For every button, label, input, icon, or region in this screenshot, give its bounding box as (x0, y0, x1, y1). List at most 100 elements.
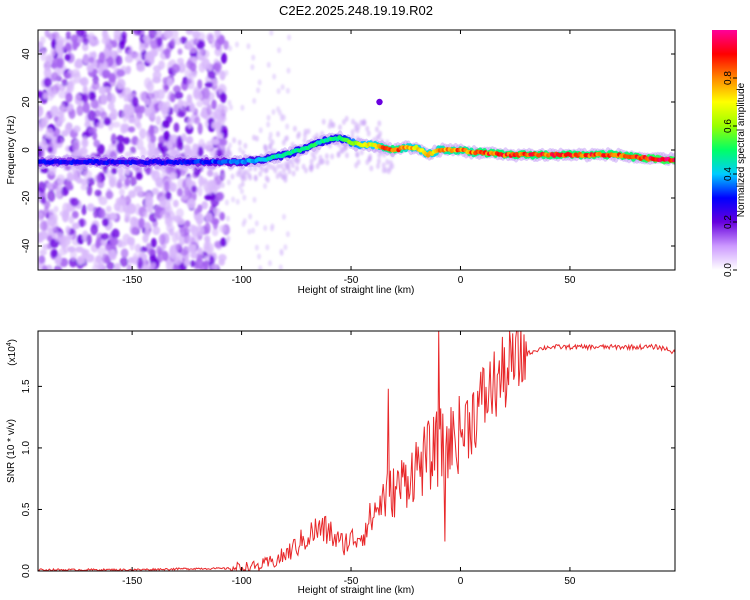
noise-speckle (155, 30, 162, 38)
noise-speckle (50, 249, 58, 258)
noise-speckle (286, 164, 291, 171)
noise-speckle (109, 212, 116, 221)
noise-speckle (129, 176, 137, 187)
noise-speckle (292, 125, 297, 132)
noise-speckle (84, 249, 90, 257)
noise-speckle (52, 57, 61, 68)
noise-speckle (226, 146, 231, 153)
noise-speckle (148, 107, 156, 119)
noise-speckle (131, 226, 139, 235)
noise-speckle (48, 225, 57, 233)
noise-speckle (197, 31, 206, 42)
noise-speckle (90, 223, 99, 236)
snr-multiplier-label: (x104) (6, 339, 18, 366)
noise-speckle (88, 91, 96, 101)
noise-speckle (252, 97, 257, 104)
noise-speckle (163, 30, 173, 39)
noise-speckle (263, 143, 268, 150)
noise-speckle (47, 190, 56, 203)
noise-speckle (210, 217, 220, 225)
noise-speckle (50, 90, 57, 98)
noise-speckle (59, 103, 66, 112)
noise-speckle (176, 187, 183, 197)
noise-speckle (43, 77, 52, 88)
x-tick-label: 50 (564, 576, 576, 587)
noise-speckle (353, 125, 358, 132)
noise-speckle (211, 121, 219, 129)
noise-speckle (285, 231, 290, 238)
noise-speckle (219, 70, 226, 81)
noise-speckle (197, 146, 204, 157)
noise-speckle (168, 246, 177, 258)
noise-speckle (95, 174, 102, 183)
noise-speckle (183, 227, 190, 236)
noise-speckle (269, 30, 274, 36)
noise-speckle (92, 131, 98, 141)
noise-speckle (381, 162, 386, 169)
noise-speckle (276, 106, 281, 113)
noise-speckle (76, 105, 84, 116)
noise-speckle (106, 262, 115, 270)
noise-speckle (65, 92, 73, 103)
noise-speckle (82, 101, 90, 114)
noise-speckle (266, 121, 271, 128)
noise-speckle (197, 185, 203, 197)
noise-speckle (62, 209, 70, 219)
noise-speckle (176, 137, 183, 145)
noise-speckle (191, 185, 197, 193)
noise-speckle (254, 220, 259, 227)
noise-speckle (55, 42, 63, 54)
noise-speckle (366, 130, 371, 137)
noise-speckle (283, 172, 288, 179)
noise-speckle (38, 105, 44, 117)
noise-speckle (175, 243, 182, 252)
noise-speckle (99, 60, 105, 73)
x-tick-label: -50 (344, 576, 359, 587)
noise-speckle (203, 179, 209, 191)
noise-speckle (131, 96, 139, 108)
noise-speckle (309, 163, 314, 170)
noise-speckle (220, 182, 225, 189)
noise-speckle (118, 188, 125, 196)
noise-speckle (284, 135, 289, 142)
noise-speckle (302, 137, 307, 144)
noise-speckle (83, 170, 93, 180)
noise-speckle (224, 69, 229, 76)
noise-speckle (271, 109, 276, 116)
noise-speckle (204, 222, 211, 235)
noise-speckle (354, 162, 359, 169)
noise-speckle (194, 258, 204, 270)
noise-speckle (168, 171, 177, 180)
x-tick-label: -50 (344, 275, 359, 286)
noise-speckle (97, 246, 106, 257)
noise-speckle (309, 158, 314, 165)
noise-speckle (108, 249, 117, 261)
spectrogram-panel: -150 -100 -50 0 50 -40 -20 0 20 40 Height of str… (6, 29, 676, 296)
noise-speckle (127, 126, 136, 133)
noise-speckle (172, 85, 181, 94)
outlier-point (376, 98, 383, 106)
noise-speckle (100, 233, 110, 241)
noise-speckle (378, 130, 383, 137)
noise-speckle (43, 206, 50, 218)
noise-speckle (238, 146, 243, 153)
noise-speckle (73, 142, 80, 153)
noise-speckle (86, 203, 95, 212)
noise-speckle (114, 262, 121, 270)
noise-speckle (147, 140, 156, 152)
noise-speckle (68, 257, 78, 268)
noise-speckle (74, 60, 83, 69)
noise-speckle (81, 138, 89, 148)
noise-speckle (170, 30, 179, 39)
noise-speckle (214, 47, 222, 57)
spectrogram-y-label: Frequency (Hz) (6, 116, 17, 185)
noise-speckle (214, 30, 221, 40)
noise-speckle (176, 142, 184, 151)
noise-speckle (115, 55, 123, 66)
noise-speckle (124, 212, 131, 221)
noise-speckle (195, 213, 204, 225)
noise-speckle (324, 153, 329, 160)
noise-speckle (279, 162, 284, 169)
noise-speckle (266, 61, 271, 68)
noise-speckle (81, 30, 88, 38)
